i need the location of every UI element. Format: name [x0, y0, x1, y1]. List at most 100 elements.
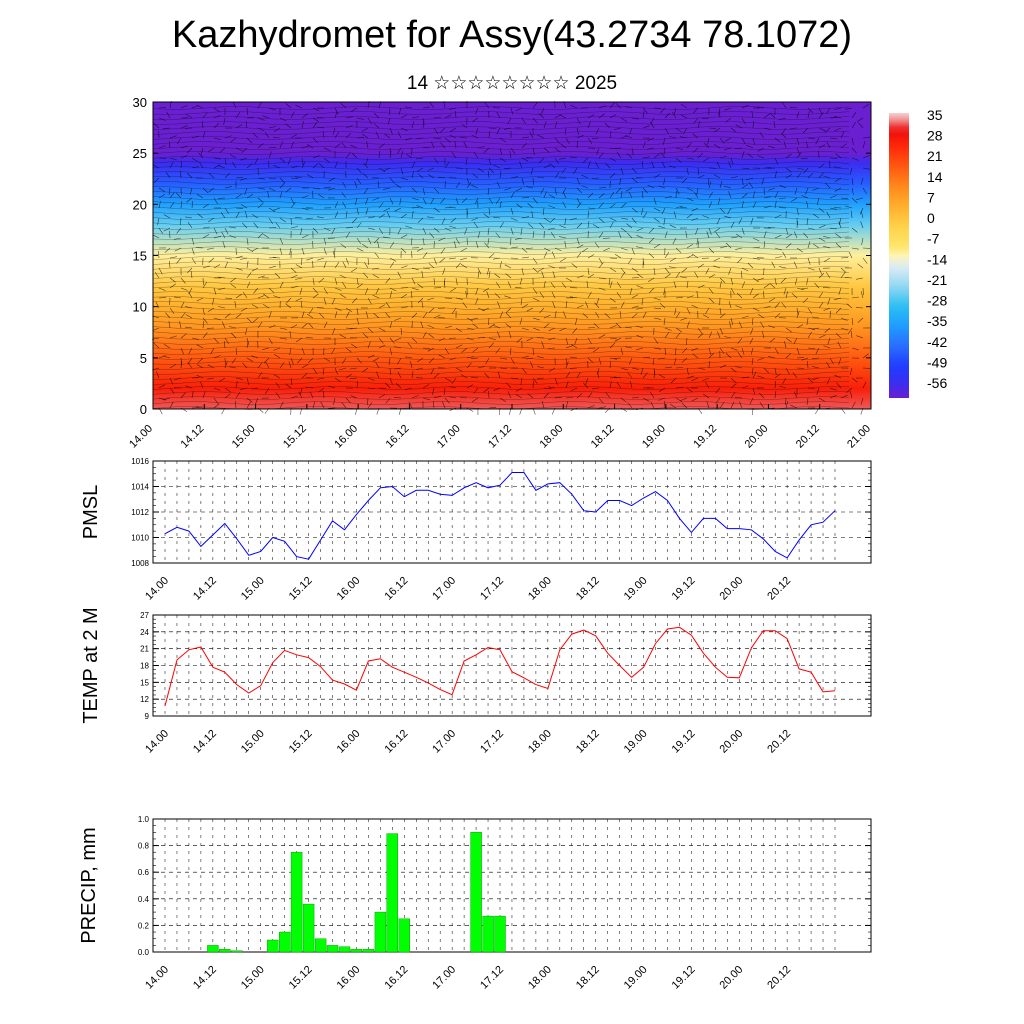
- wind-barb: [785, 153, 792, 159]
- wind-barb: [264, 387, 270, 395]
- wind-barb: [158, 194, 166, 199]
- wind-barb: [650, 391, 655, 399]
- y-tick-label: 18: [140, 662, 149, 671]
- wind-barb: [340, 243, 347, 249]
- wind-barb: [290, 134, 298, 139]
- wind-barb: [598, 262, 604, 269]
- wind-barb: [375, 361, 380, 369]
- wind-barb: [527, 223, 534, 229]
- wind-barb: [385, 312, 391, 319]
- wind-barb: [373, 313, 380, 319]
- wind-barb: [792, 372, 798, 379]
- wind-barb: [505, 273, 512, 279]
- wind-barb: [594, 302, 600, 309]
- wind-barb: [728, 267, 732, 275]
- wind-barb: [823, 345, 831, 349]
- wind-barb: [708, 274, 716, 279]
- wind-barb: [405, 137, 413, 141]
- wind-barb: [527, 203, 534, 209]
- wind-barb: [477, 271, 480, 279]
- wind-barb: [499, 157, 507, 162]
- wind-barb: [257, 177, 265, 180]
- wind-barb: [345, 132, 352, 139]
- wind-barb: [213, 227, 218, 235]
- wind-barb: [474, 197, 479, 205]
- x-tick-label: 14.12: [191, 728, 219, 756]
- wind-barb: [582, 157, 589, 164]
- wind-barb: [394, 207, 402, 212]
- isotherm-line: [152, 366, 850, 370]
- wind-barb: [153, 123, 160, 129]
- wind-barb: [317, 216, 325, 219]
- wind-barb: [378, 143, 385, 149]
- wind-barb: [840, 267, 847, 273]
- wind-barb: [851, 157, 859, 161]
- wind-barb: [301, 161, 306, 169]
- wind-barb: [730, 287, 735, 295]
- wind-barb: [180, 145, 188, 149]
- wind-barb: [312, 190, 314, 199]
- wind-barb: [389, 242, 395, 249]
- wind-barb: [582, 313, 589, 319]
- precip-bar: [350, 949, 363, 953]
- wind-barb: [757, 375, 765, 379]
- wind-barb: [653, 347, 661, 350]
- wind-barb: [559, 225, 567, 229]
- isotherm-line: [152, 311, 850, 315]
- wind-barb: [345, 227, 354, 229]
- wind-barb: [428, 333, 435, 339]
- wind-barb: [620, 191, 623, 199]
- wind-barb: [826, 107, 831, 115]
- wind-barb: [658, 357, 666, 360]
- wind-barb: [675, 157, 682, 163]
- wind-barb: [433, 137, 442, 140]
- wind-barb: [154, 271, 160, 279]
- wind-barb: [389, 321, 393, 329]
- wind-barb: [185, 216, 193, 219]
- colorbar-label: 14: [927, 169, 943, 185]
- wind-barb: [224, 313, 231, 319]
- wind-barb: [757, 155, 765, 159]
- wind-barb: [394, 317, 402, 321]
- wind-barb: [855, 307, 864, 309]
- wind-barb: [405, 225, 413, 229]
- wind-barb: [202, 187, 209, 194]
- wind-barb: [543, 314, 551, 319]
- wind-barb: [537, 267, 545, 272]
- wind-barb: [570, 296, 578, 299]
- isotherm-line: [152, 301, 850, 305]
- wind-barb: [714, 127, 721, 133]
- wind-barb: [377, 241, 380, 249]
- wind-barb: [564, 127, 567, 135]
- wind-barb: [477, 366, 485, 369]
- wind-barb: [428, 263, 435, 269]
- wind-barb: [719, 137, 725, 144]
- wind-barb: [675, 127, 682, 133]
- wind-barb: [356, 117, 364, 120]
- wind-barb: [708, 287, 714, 294]
- wind-barb: [246, 377, 250, 385]
- wind-barb: [224, 387, 231, 393]
- wind-barb: [158, 384, 166, 389]
- wind-barb: [703, 142, 710, 149]
- wind-barb: [576, 202, 582, 209]
- wind-barb: [169, 260, 171, 269]
- wind-barb: [351, 267, 358, 273]
- wind-barb: [497, 301, 501, 309]
- wind-barb: [559, 157, 567, 160]
- y-tick-label: 21: [140, 645, 149, 654]
- precip-bar: [302, 903, 315, 953]
- wind-barb: [221, 231, 226, 239]
- wind-barb: [757, 106, 765, 109]
- wind-barb: [609, 192, 615, 199]
- isotherm-line: [152, 131, 850, 135]
- wind-barb: [367, 117, 372, 125]
- wind-barb: [389, 177, 395, 184]
- wind-barb: [395, 382, 402, 389]
- colorbar-label: -56: [927, 375, 947, 391]
- wind-barb: [295, 176, 303, 179]
- wind-barb: [395, 183, 402, 189]
- wind-barb: [272, 257, 281, 259]
- wind-barb: [708, 352, 715, 359]
- wind-barb: [213, 397, 219, 404]
